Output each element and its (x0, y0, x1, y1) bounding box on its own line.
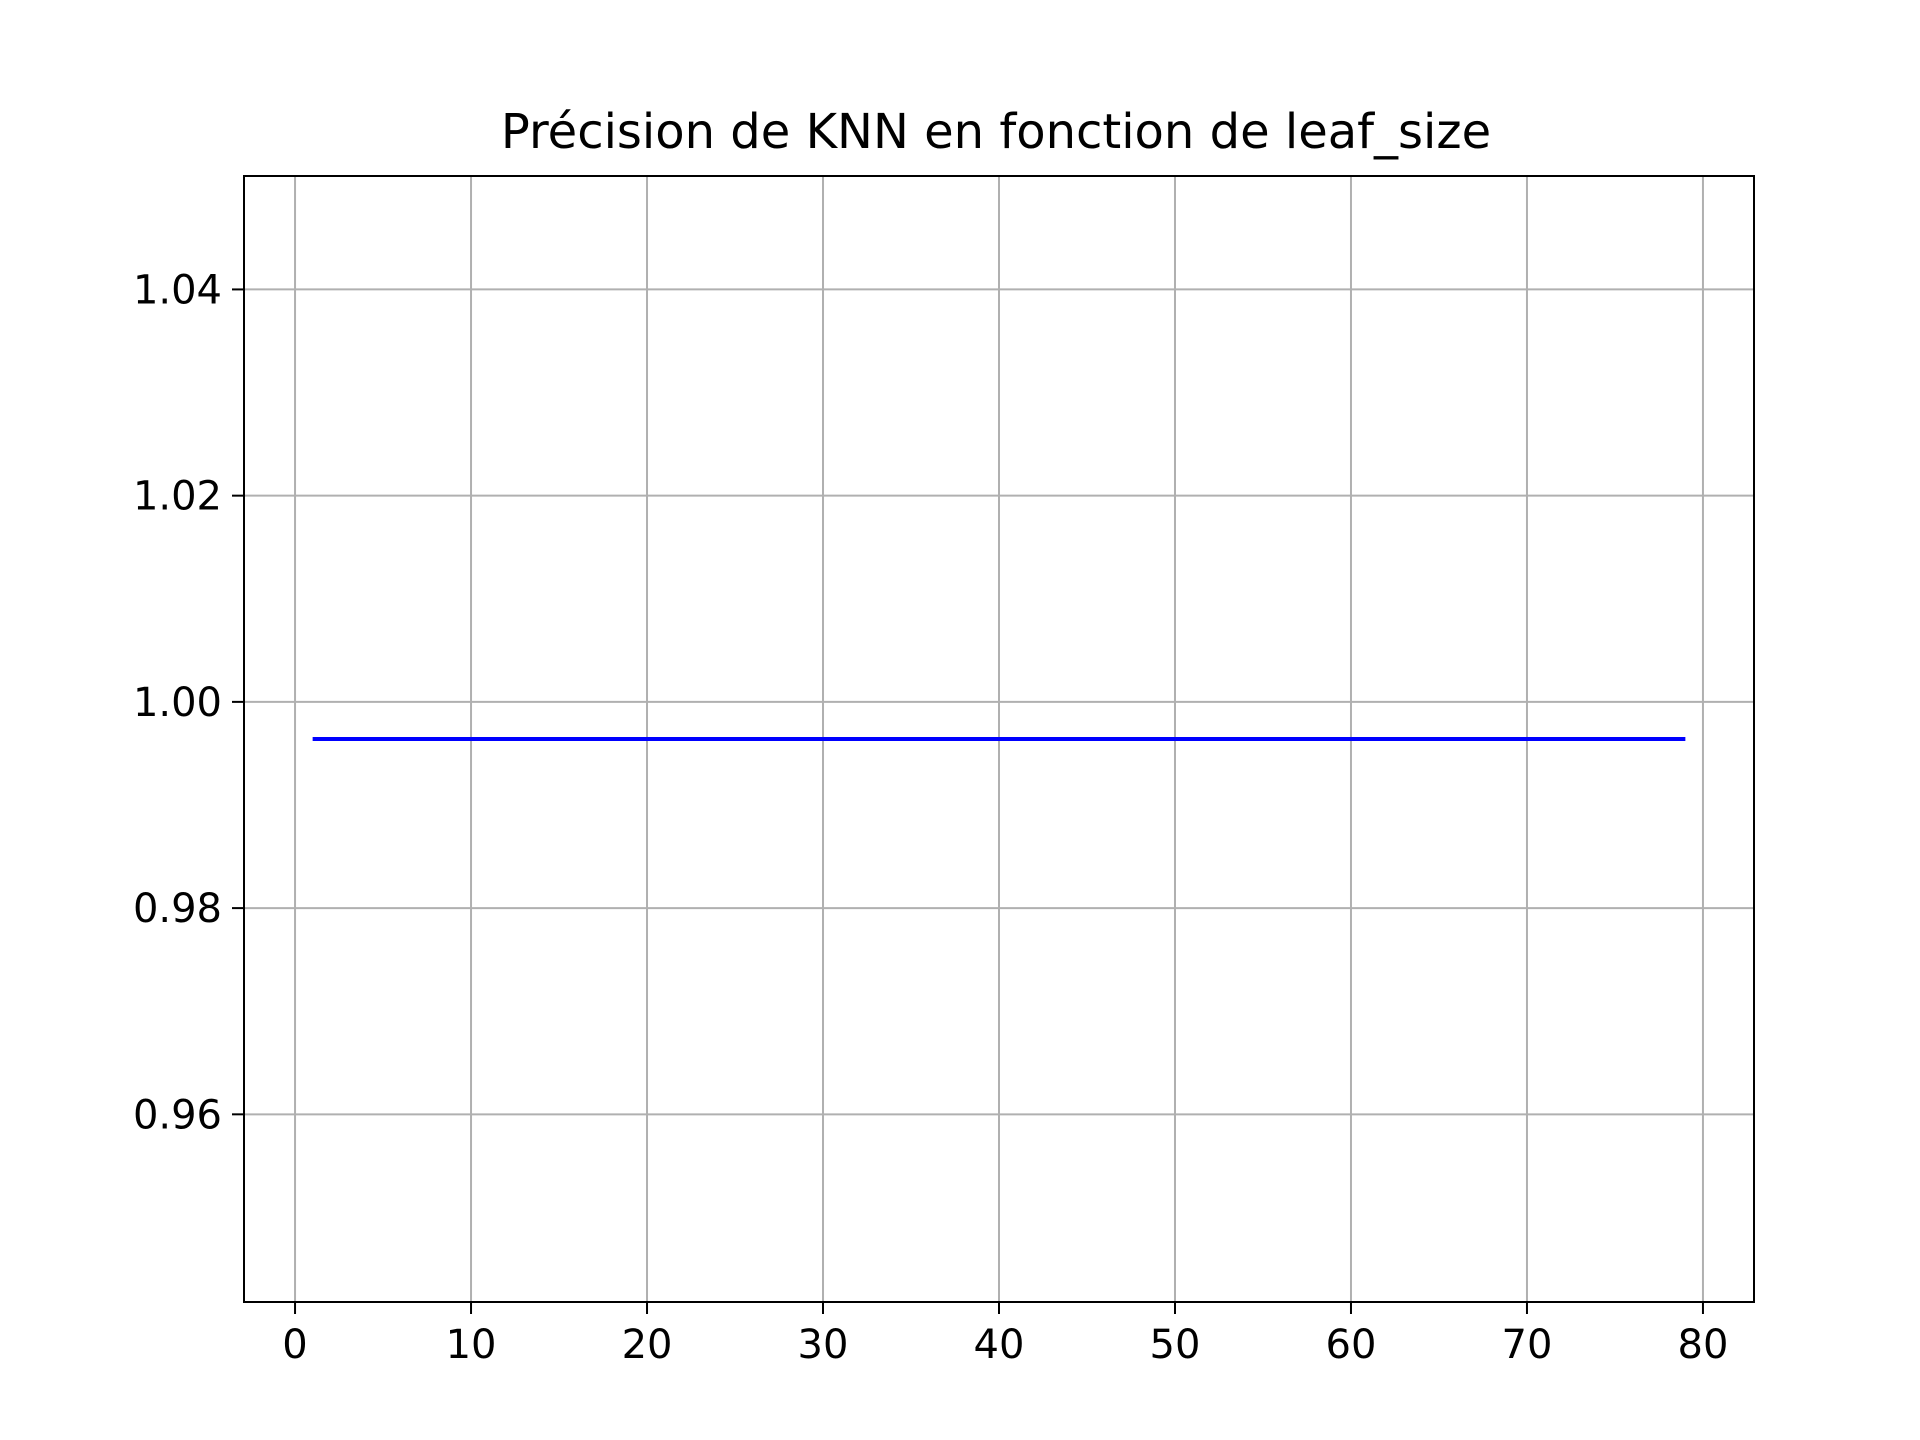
y-tick-label: 0.96 (133, 1092, 222, 1138)
x-tick-label: 10 (446, 1322, 497, 1368)
y-axis: 0.96 0.98 1.00 1.02 1.04 (133, 267, 244, 1138)
y-tick-label: 1.00 (133, 680, 222, 726)
x-tick-label: 20 (622, 1322, 673, 1368)
x-axis: 0 10 20 30 40 50 60 70 80 (282, 1302, 1728, 1368)
y-tick-label: 1.04 (133, 267, 222, 313)
plot-area (243, 175, 1755, 1303)
chart-title: Précision de KNN en fonction de leaf_siz… (501, 104, 1491, 160)
x-tick-label: 70 (1502, 1322, 1553, 1368)
x-tick-label: 0 (282, 1322, 307, 1368)
x-tick-label: 40 (974, 1322, 1025, 1368)
x-tick-label: 80 (1678, 1322, 1729, 1368)
y-tick-label: 0.98 (133, 886, 222, 932)
x-tick-label: 30 (798, 1322, 849, 1368)
x-tick-label: 50 (1150, 1322, 1201, 1368)
y-tick-label: 1.02 (133, 474, 222, 520)
x-tick-label: 60 (1326, 1322, 1377, 1368)
